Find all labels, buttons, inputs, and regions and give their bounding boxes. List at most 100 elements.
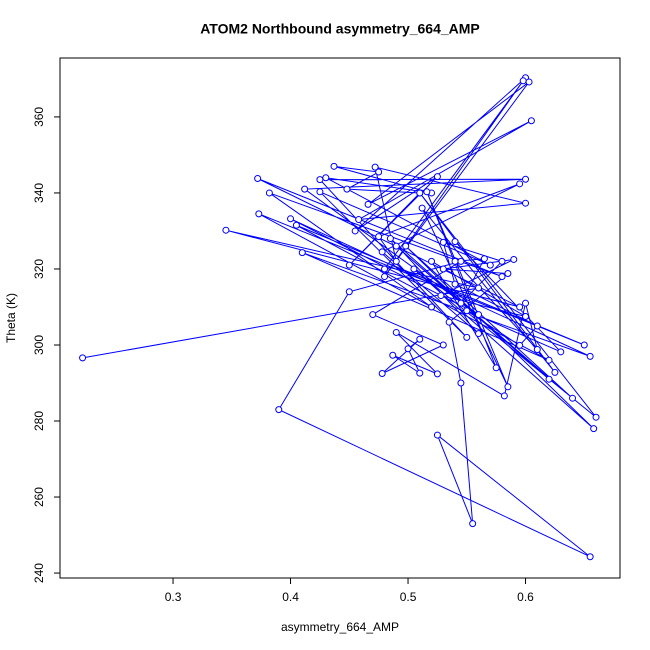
data-point xyxy=(545,356,553,364)
data-point xyxy=(343,185,351,193)
data-point xyxy=(475,330,483,338)
data-point xyxy=(433,173,441,181)
data-point xyxy=(439,238,447,246)
data-point xyxy=(389,351,397,359)
data-point xyxy=(345,288,353,296)
data-point xyxy=(433,370,441,378)
data-point xyxy=(551,368,559,376)
y-tick-label: 340 xyxy=(32,183,46,203)
data-point xyxy=(418,204,426,212)
data-point xyxy=(445,318,453,326)
data-point xyxy=(486,261,494,269)
data-point xyxy=(504,270,512,278)
y-tick-label: 260 xyxy=(32,487,46,507)
data-point xyxy=(457,379,465,387)
plot-frame xyxy=(59,57,621,579)
data-point xyxy=(451,280,459,288)
data-point xyxy=(371,163,379,171)
data-point xyxy=(292,221,300,229)
data-point xyxy=(492,364,500,372)
x-tick-label: 0.3 xyxy=(165,590,182,604)
data-point xyxy=(375,233,383,241)
data-point xyxy=(416,369,424,377)
data-point xyxy=(510,255,518,263)
data-point xyxy=(375,168,383,176)
y-axis-label: Theta (K) xyxy=(4,293,18,343)
data-point xyxy=(586,553,594,561)
x-axis-label: asymmetry_664_AMP xyxy=(281,620,399,634)
data-point xyxy=(410,265,418,273)
data-point xyxy=(402,242,410,250)
data-point xyxy=(480,255,488,263)
data-point xyxy=(378,369,386,377)
data-point xyxy=(416,335,424,343)
data-point xyxy=(463,333,471,341)
data-point xyxy=(423,188,431,196)
data-point xyxy=(475,311,483,319)
data-point xyxy=(355,216,363,224)
data-point xyxy=(522,199,530,207)
data-point xyxy=(275,406,283,414)
data-point xyxy=(416,189,424,197)
data-point xyxy=(569,394,577,402)
data-point xyxy=(527,117,535,125)
data-point xyxy=(392,328,400,336)
data-point xyxy=(498,273,506,281)
data-point xyxy=(428,303,436,311)
data-point xyxy=(525,78,533,86)
x-tick-label: 0.4 xyxy=(282,590,299,604)
data-point xyxy=(451,257,459,265)
data-point xyxy=(322,174,330,182)
data-point xyxy=(500,392,508,400)
x-tick-label: 0.6 xyxy=(517,590,534,604)
data-point xyxy=(516,303,524,311)
data-point xyxy=(522,299,530,307)
data-point xyxy=(533,346,541,354)
y-tick-label: 360 xyxy=(32,107,46,127)
data-point xyxy=(451,238,459,246)
data-point xyxy=(457,257,465,265)
data-point xyxy=(586,352,594,360)
data-point xyxy=(437,292,445,300)
y-tick-label: 280 xyxy=(32,411,46,431)
data-point xyxy=(316,188,324,196)
y-tick-label: 240 xyxy=(32,563,46,583)
data-point xyxy=(475,284,483,292)
data-point xyxy=(522,312,530,320)
data-point xyxy=(516,341,524,349)
data-point xyxy=(557,348,565,356)
data-line xyxy=(82,77,597,558)
data-point xyxy=(265,189,273,197)
data-point xyxy=(392,257,400,265)
data-point xyxy=(522,175,530,183)
data-point xyxy=(364,200,372,208)
data-point xyxy=(386,235,394,243)
data-point xyxy=(439,265,447,273)
data-point xyxy=(330,162,338,170)
data-point xyxy=(392,242,400,250)
data-point xyxy=(504,383,512,391)
data-point xyxy=(533,322,541,330)
data-point xyxy=(498,257,506,265)
data-point xyxy=(457,299,465,307)
y-tick-label: 320 xyxy=(32,259,46,279)
data-point xyxy=(519,77,527,85)
data-point xyxy=(316,176,324,184)
data-point xyxy=(433,431,441,439)
data-point xyxy=(381,265,389,273)
chart-title: ATOM2 Northbound asymmetry_664_AMP xyxy=(200,21,480,37)
data-point xyxy=(469,520,477,528)
data-point xyxy=(222,226,230,234)
data-point xyxy=(369,311,377,319)
data-point xyxy=(545,375,553,383)
data-point xyxy=(378,248,386,256)
data-point xyxy=(590,425,598,433)
data-point xyxy=(255,210,263,218)
data-point xyxy=(463,307,471,315)
data-point xyxy=(345,261,353,269)
data-point xyxy=(254,174,262,182)
data-point xyxy=(79,354,87,362)
x-tick-label: 0.5 xyxy=(400,590,417,604)
data-point xyxy=(381,273,389,281)
